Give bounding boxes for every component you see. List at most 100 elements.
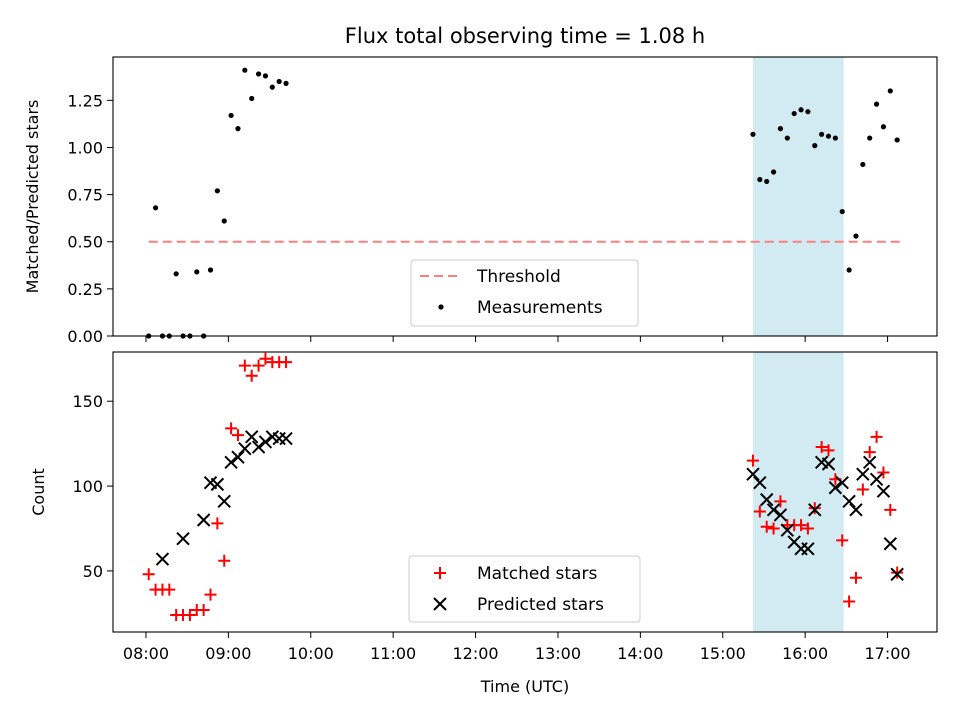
matched-star-point (142, 568, 155, 581)
ratio-panel-frame (112, 56, 938, 337)
matched-star-point (849, 571, 862, 584)
ratio-legend-box (410, 259, 639, 327)
matched-star-point (204, 588, 217, 601)
measurement-point (805, 109, 811, 115)
predicted-star-point (766, 503, 781, 517)
count-x-tick-label: 14:00 (617, 644, 663, 663)
ratio-y-axis-label: Matched/Predicted stars (23, 100, 42, 294)
count-legend-box (408, 555, 641, 623)
count-x-tick-label: 15:00 (700, 644, 746, 663)
measurement-point (873, 101, 880, 107)
matched-star-point (863, 446, 876, 459)
predicted-star-point (196, 513, 211, 527)
matched-star-point (211, 517, 224, 530)
count-x-ticks: 08:00 09:00 10:00 11:00 12:00 13:00 14:00 15:00… (123, 632, 911, 663)
count-x-tick-label: 08:00 (123, 644, 169, 663)
measurement-point (784, 135, 790, 141)
predicted-star-point (883, 537, 898, 551)
count-y-ticks: 50 100 150 (72, 392, 113, 581)
ratio-y-tick-label: 0.75 (67, 186, 103, 205)
legend-measurement-swatch (438, 304, 444, 310)
matched-star-point (753, 505, 766, 518)
measurement-point (819, 131, 825, 137)
measurement-point (812, 143, 818, 149)
matched-star-point (801, 522, 814, 535)
count-panel-frame (112, 351, 938, 633)
predicted-star-point (746, 467, 760, 481)
matched-star-point (746, 454, 759, 467)
measurement-point (846, 267, 852, 273)
ratio-y-ticks: 0.00 0.25 0.50 0.75 1.00 1.25 (67, 91, 113, 346)
matched-star-point (884, 503, 897, 516)
matched-star-point (218, 554, 231, 567)
measurement-point (235, 126, 241, 132)
predicted-star-point (244, 430, 259, 444)
count-x-tick-label: 11:00 (370, 644, 416, 663)
count-y-tick-label: 100 (72, 477, 103, 496)
ratio-y-tick-label: 1.25 (67, 91, 103, 110)
measurement-point (791, 110, 797, 117)
count-x-tick-label: 09:00 (205, 644, 251, 663)
measurement-point (894, 137, 900, 143)
predicted-star-point (849, 503, 863, 517)
measurement-point (276, 78, 282, 85)
predicted-star-point (224, 455, 238, 470)
measurement-point (887, 88, 893, 94)
predicted-star-point (217, 494, 231, 509)
predicted-star-point (821, 457, 836, 471)
measurement-point (269, 84, 275, 90)
count-x-tick-label: 10:00 (288, 644, 334, 663)
matched-star-point (225, 422, 238, 435)
predicted-star-point (862, 455, 877, 470)
predicted-star-point (842, 494, 856, 509)
measurement-point (860, 161, 866, 168)
predicted-star-point (773, 508, 788, 522)
matched-star-point (163, 583, 176, 596)
count-panel: 50 100 150 08:00 09:00 10:00 11:00 12:00 13:00 1… (29, 351, 938, 696)
matched-star-point (183, 609, 196, 622)
predicted-star-point (759, 492, 774, 507)
count-y-tick-label: 50 (83, 562, 103, 581)
ratio-y-tick-label: 0.50 (67, 233, 103, 252)
ratio-legend: Threshold Measurements (410, 259, 639, 327)
predicted-star-point (869, 472, 884, 486)
legend-predicted-label: Predicted stars (477, 595, 604, 615)
matched-star-point (238, 359, 251, 372)
matched-star-point (245, 369, 258, 382)
measurement-point (880, 124, 887, 130)
measurement-point (757, 176, 763, 183)
count-x-tick-label: 12:00 (453, 644, 499, 663)
measurement-point (214, 188, 220, 194)
predicted-star-point (856, 467, 870, 481)
legend-threshold-label: Threshold (476, 267, 561, 287)
ratio-y-tick-label: 0.00 (67, 327, 103, 346)
matched-star-point (822, 444, 835, 457)
measurement-point (221, 218, 227, 224)
legend-measurement-label: Measurements (477, 298, 603, 318)
ratio-y-tick-label: 0.25 (67, 280, 103, 299)
matched-star-point (795, 519, 808, 532)
ratio-y-tick-label: 1.00 (67, 138, 103, 157)
measurement-point (770, 169, 777, 175)
matched-star-point (836, 534, 849, 547)
matched-star-point (280, 356, 293, 369)
legend-matched-swatch (434, 567, 446, 579)
count-x-tick-label: 16:00 (782, 644, 828, 663)
matched-star-point (252, 359, 265, 372)
measurement-point (777, 126, 784, 132)
predicted-star-point (835, 475, 849, 490)
measurement-point (152, 205, 159, 211)
count-x-tick-label: 13:00 (535, 644, 581, 663)
predicted-star-point (780, 523, 795, 537)
count-x-tick-label: 17:00 (865, 644, 911, 663)
predicted-star-point (176, 531, 190, 546)
measurement-point (839, 208, 845, 215)
predicted-star-point (258, 435, 273, 449)
count-legend: Matched stars Predicted stars (408, 555, 641, 623)
predicted-stars-points (155, 430, 904, 582)
predicted-star-point (876, 484, 891, 498)
matched-star-point (774, 495, 787, 508)
measurement-points (146, 67, 900, 339)
predicted-star-point (279, 431, 293, 446)
measurement-point (242, 67, 248, 73)
